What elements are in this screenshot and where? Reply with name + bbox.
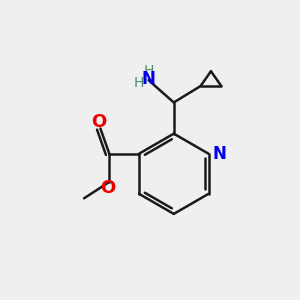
Text: O: O <box>91 113 106 131</box>
Text: H: H <box>134 76 144 90</box>
Text: O: O <box>100 179 116 197</box>
Text: N: N <box>212 145 226 163</box>
Text: H: H <box>143 64 154 78</box>
Text: N: N <box>142 70 155 88</box>
